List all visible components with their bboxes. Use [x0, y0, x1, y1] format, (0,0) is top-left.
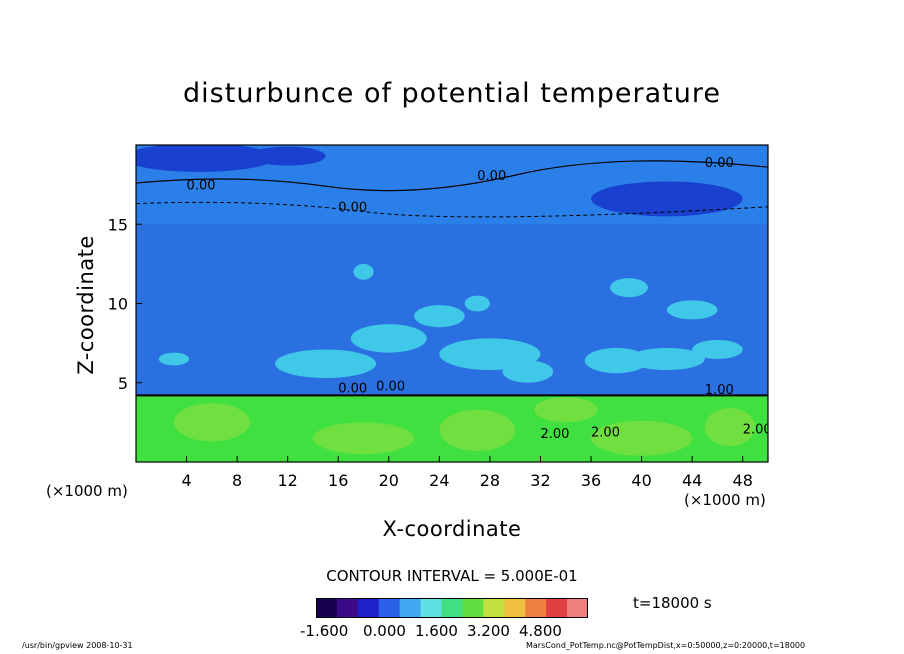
contour-label-8: 2.00: [743, 422, 772, 437]
plume-9: [610, 278, 648, 298]
colorbar-swatch-11: [546, 598, 568, 618]
contour-label-3: 0.00: [705, 156, 734, 171]
z-tick-label-2: 15: [108, 215, 128, 234]
x-tick-label-1: 8: [232, 471, 242, 490]
colorbar-tick-label-3: 3.200: [467, 622, 510, 640]
plume-0: [275, 349, 377, 378]
colorbar-swatch-7: [462, 598, 484, 618]
colorbar-swatch-1: [336, 598, 359, 618]
plume-11: [353, 263, 374, 280]
z-tick-label-0: 5: [118, 374, 128, 393]
plume-10: [464, 295, 490, 312]
x-tick-label-9: 40: [631, 471, 651, 490]
x-unit-right: (×1000 m): [684, 491, 766, 509]
colorbar-frame: [316, 598, 588, 618]
colorbar-swatch-4: [399, 598, 422, 618]
contour-label-5: 0.00: [376, 380, 405, 395]
negative-cell-0: [136, 145, 276, 172]
contour-upper: [136, 160, 768, 192]
contour-label-9: 2.00: [591, 426, 620, 441]
colorbar-swatch-2: [357, 598, 380, 618]
plume-1: [350, 324, 427, 353]
plume-8: [666, 300, 718, 320]
plume-6: [628, 347, 705, 371]
contour-label-4: 0.00: [338, 381, 367, 396]
x-tick-label-2: 12: [278, 471, 298, 490]
plume-2: [414, 305, 465, 328]
colorbar-swatch-5: [420, 598, 443, 618]
contour-label-2: 0.00: [477, 169, 506, 184]
x-tick-label-3: 16: [328, 471, 348, 490]
chart-title: disturbunce of potential temperature: [183, 78, 721, 109]
colorbar-swatch-3: [378, 598, 401, 618]
x-tick-label-8: 36: [581, 471, 601, 490]
x-tick-label-4: 20: [379, 471, 399, 490]
warm-cell-0: [173, 403, 250, 442]
warm-cell-1: [312, 422, 415, 455]
negative-cell-1: [591, 181, 743, 217]
x-unit-left: (×1000 m): [46, 482, 128, 500]
warm-cell-3: [591, 420, 693, 456]
x-tick-label-10: 44: [682, 471, 702, 490]
contour-dashed: [136, 201, 768, 218]
footer-left: /usr/bin/gpview 2008-10-31: [22, 641, 133, 650]
contour-interval-label: CONTOUR INTERVAL = 5.000E-01: [326, 567, 578, 585]
field-layer: 0.00 0.00 0.00 0.00 0.00 0.00 1.00 2.00 2.00 2.00: [136, 145, 772, 462]
plume-4: [502, 360, 554, 383]
contour-label-0: 0.00: [187, 178, 216, 193]
plume-5: [584, 347, 648, 374]
colorbar-swatch-6: [441, 598, 463, 618]
warm-cell-2: [439, 409, 516, 451]
contour-label-6: 1.00: [705, 383, 734, 398]
z-tick-label-1: 10: [108, 295, 128, 314]
colorbar-tick-label-4: 4.800: [519, 622, 562, 640]
contour-label-1: 0.00: [338, 201, 367, 216]
time-label: t=18000 s: [633, 594, 712, 612]
colorbar-tick-label-2: 1.600: [415, 622, 458, 640]
colorbar-swatch-12: [567, 598, 588, 618]
warm-cell-4: [704, 408, 756, 447]
contour-label-7: 2.00: [540, 427, 569, 442]
colorbar-swatch-8: [483, 598, 505, 618]
x-tick-label-6: 28: [480, 471, 500, 490]
x-axis-label: X-coordinate: [382, 517, 522, 541]
plume-12: [158, 352, 190, 366]
negative-cell-2: [249, 146, 326, 166]
x-tick-label-7: 32: [530, 471, 550, 490]
x-tick-label-0: 4: [181, 471, 191, 490]
colorbar-swatch-10: [525, 598, 547, 618]
plume-7: [692, 339, 743, 359]
warm-cell-5: [534, 397, 598, 423]
colorbar-swatch-9: [504, 598, 526, 618]
footer-right: MarsCond_PotTemp.nc@PotTempDist,x=0:5000…: [526, 641, 806, 650]
x-tick-label-5: 24: [429, 471, 449, 490]
colorbar-tick-label-1: 0.000: [363, 622, 406, 640]
colorbar: [316, 598, 588, 618]
x-tick-label-11: 48: [733, 471, 753, 490]
y-axis-label: Z-coordinate: [74, 235, 98, 375]
colorbar-swatch-0: [316, 598, 338, 618]
colorbar-tick-label-0: -1.600: [300, 622, 349, 640]
